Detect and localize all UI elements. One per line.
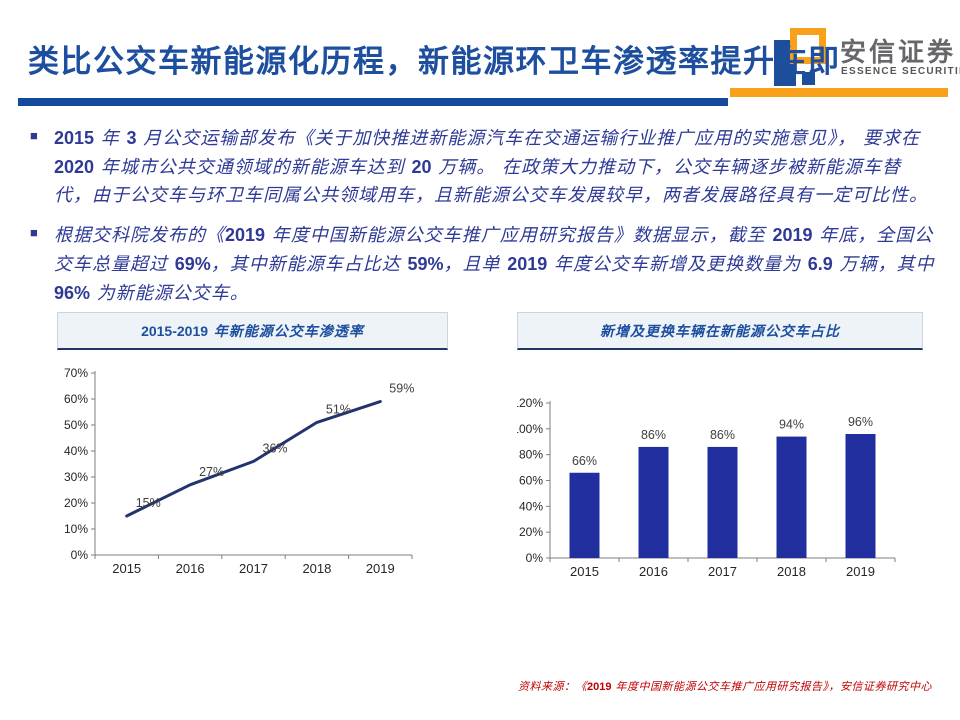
svg-text:2016: 2016 — [639, 564, 668, 579]
svg-text:2017: 2017 — [708, 564, 737, 579]
svg-text:40%: 40% — [64, 444, 88, 458]
bar-chart-title: 新增及更换车辆在新能源公交车占比 — [600, 323, 840, 340]
svg-text:2017: 2017 — [239, 561, 268, 576]
logo-company-name: 安信证券 — [840, 37, 957, 67]
svg-text:120%: 120% — [517, 396, 543, 410]
svg-text:70%: 70% — [64, 366, 88, 380]
svg-text:27%: 27% — [199, 465, 224, 479]
paragraph-text: 2015 年 3 月公交运输部发布《关于加快推进新能源汽车在交通运输行业推广应用… — [54, 128, 928, 206]
svg-text:0%: 0% — [71, 548, 89, 562]
logo-company-name-en: ESSENCE SECURITIES — [841, 66, 960, 77]
svg-text:36%: 36% — [263, 441, 288, 455]
bullet-marker-icon: ■ — [30, 128, 38, 143]
new-replacement-bar-chart: 0% 20% 40% 60% 80% 100% 120% 2015 2016 2017 2018 20… — [517, 396, 896, 579]
svg-text:2019: 2019 — [846, 564, 875, 579]
bullet-paragraph: ■ 2015 年 3 月公交运输部发布《关于加快推进新能源汽车在交通运输行业推广应… — [30, 124, 938, 210]
svg-text:50%: 50% — [64, 418, 88, 432]
svg-text:20%: 20% — [64, 496, 88, 510]
svg-text:2018: 2018 — [777, 564, 806, 579]
svg-text:2015: 2015 — [570, 564, 599, 579]
svg-text:10%: 10% — [64, 522, 88, 536]
header-orange-bar — [730, 88, 948, 97]
penetration-line-chart: 0% 10% 20% 30% 40% 50% 60% 70% 2015 2016 2017 2018 2… — [64, 366, 414, 576]
svg-text:86%: 86% — [710, 428, 735, 442]
svg-text:0%: 0% — [526, 551, 544, 565]
svg-text:66%: 66% — [572, 454, 597, 468]
svg-text:60%: 60% — [519, 474, 543, 488]
svg-text:59%: 59% — [389, 382, 414, 396]
svg-text:80%: 80% — [519, 448, 543, 462]
paragraph-text: 根据交科院发布的《2019 年度中国新能源公交车推广应用研究报告》数据显示，截至… — [54, 225, 935, 304]
bar-chart-card: 新增及更换车辆在新能源公交车占比 0% 20% 40% 60% 80% 100% 120% 2… — [517, 312, 923, 588]
bullet-list: ■ 2015 年 3 月公交运输部发布《关于加快推进新能源汽车在交通运输行业推广应… — [30, 124, 938, 319]
line-chart-title: 2015-2019 年新能源公交车渗透率 — [141, 322, 364, 340]
line-chart-title-band: 2015-2019 年新能源公交车渗透率 — [57, 312, 448, 350]
source-note: 资料来源：《2019 年度中国新能源公交车推广应用研究报告》，安信证券研究中心 — [518, 680, 932, 693]
bullet-marker-icon: ■ — [30, 225, 38, 240]
svg-text:2016: 2016 — [176, 561, 205, 576]
page-title: 类比公交车新能源化历程，新能源环卫车渗透率提升在即 — [28, 44, 841, 79]
header-divider-rule — [18, 98, 728, 106]
svg-text:94%: 94% — [779, 418, 804, 432]
svg-text:100%: 100% — [517, 422, 543, 436]
svg-text:51%: 51% — [326, 402, 351, 416]
svg-text:2015: 2015 — [112, 561, 141, 576]
brand-logo: 安信证券 ESSENCE SECURITIES — [770, 26, 960, 88]
line-chart-card: 2015-2019 年新能源公交车渗透率 0% 10% 20% 30% 40% 50% 60… — [57, 312, 448, 588]
svg-text:86%: 86% — [641, 428, 666, 442]
logo-cube-blue-square — [802, 72, 815, 85]
svg-text:2019: 2019 — [366, 561, 395, 576]
svg-text:15%: 15% — [136, 496, 161, 510]
bullet-paragraph: ■ 根据交科院发布的《2019 年度中国新能源公交车推广应用研究报告》数据显示，截… — [30, 221, 938, 308]
bar-chart-title-band: 新增及更换车辆在新能源公交车占比 — [517, 312, 923, 350]
svg-text:20%: 20% — [519, 525, 543, 539]
logo-cube-icon — [772, 28, 832, 88]
svg-text:96%: 96% — [848, 415, 873, 429]
svg-text:60%: 60% — [64, 392, 88, 406]
svg-text:2018: 2018 — [302, 561, 331, 576]
svg-text:40%: 40% — [519, 499, 543, 513]
svg-text:30%: 30% — [64, 470, 88, 484]
logo-cube-orange-frame — [790, 28, 826, 64]
